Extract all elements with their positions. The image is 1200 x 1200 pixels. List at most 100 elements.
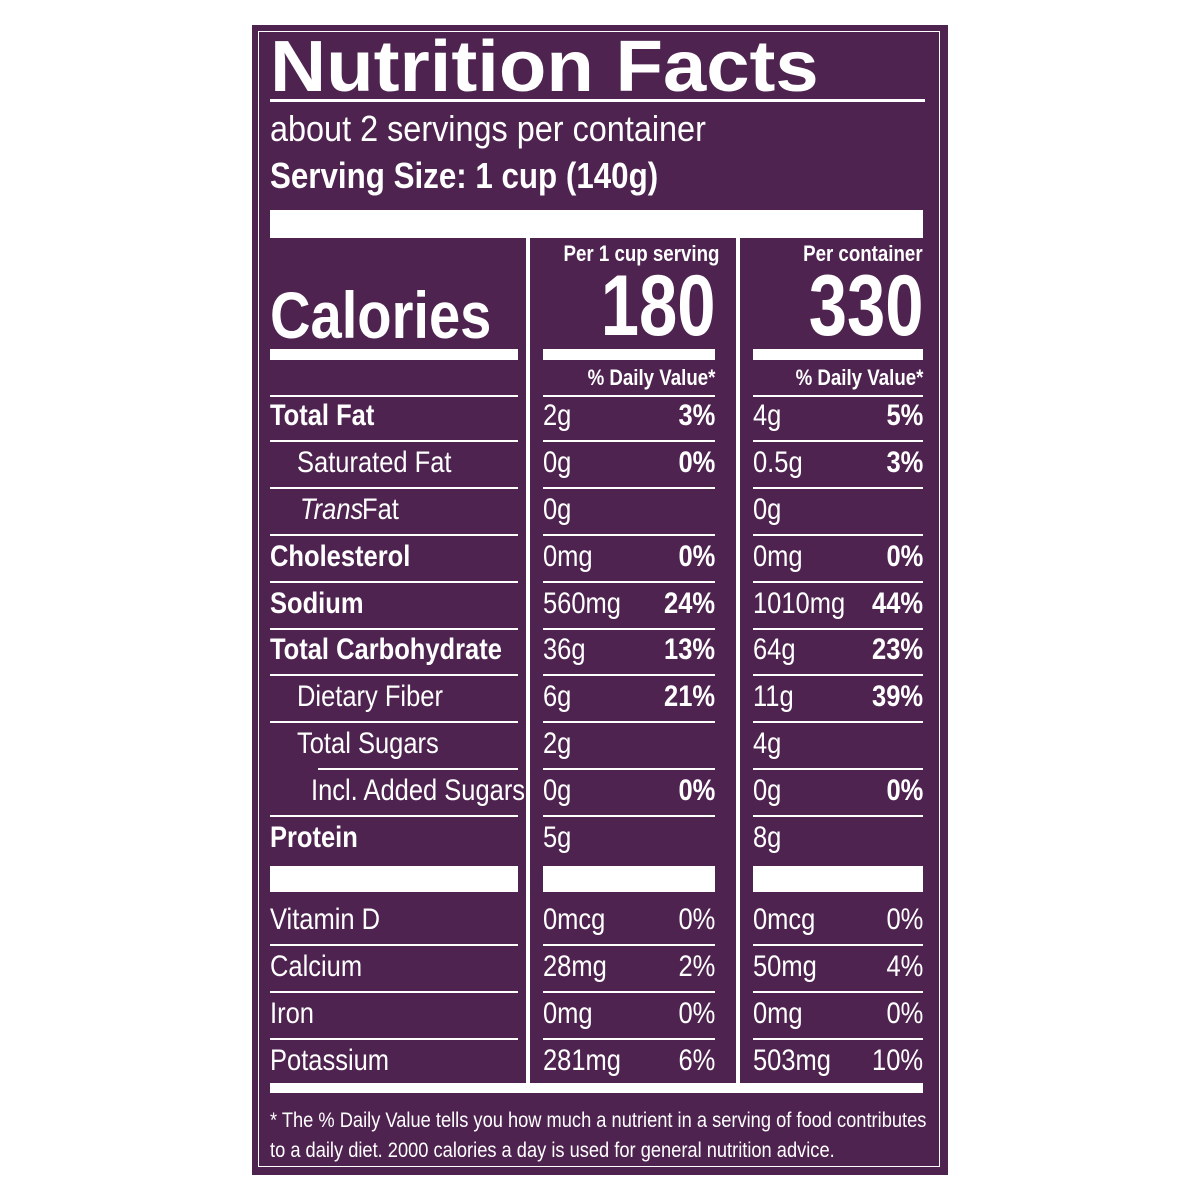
amount: 4g (753, 399, 782, 433)
footnote: to a daily diet. 2000 calories a day is … (270, 1139, 835, 1163)
thick-bar (543, 866, 715, 892)
daily-value: 4% (886, 950, 923, 984)
vitamin-label: Iron (270, 997, 314, 1030)
nutrient-label-italic: Trans (300, 493, 364, 526)
daily-value: 24% (663, 586, 715, 620)
rule (543, 534, 715, 536)
rule (270, 944, 518, 946)
amount: 64g (753, 633, 796, 667)
rule (270, 991, 518, 993)
vitamin-label: Vitamin D (270, 903, 381, 937)
amount: 28mg (543, 950, 607, 984)
label-frame (258, 31, 940, 1167)
amount: 0.5g (753, 446, 803, 480)
amount: 281mg (543, 1043, 621, 1077)
rule (270, 395, 518, 397)
daily-value: 0% (678, 997, 715, 1030)
dv-heading: % Daily Value* (795, 364, 923, 390)
daily-value: 0% (678, 539, 715, 573)
rule (753, 440, 923, 442)
thick-bar (753, 866, 923, 892)
footnote: * The % Daily Value tells you how much a… (270, 1109, 927, 1133)
rule (543, 674, 715, 676)
thick-bar (753, 349, 923, 360)
daily-value: 10% (871, 1043, 923, 1077)
vitamin-label: Calcium (270, 950, 363, 984)
nutrient-label: Sodium (270, 586, 364, 620)
nutrient-label: Cholesterol (270, 539, 411, 573)
amount: 4g (753, 727, 782, 760)
thick-bar (270, 210, 923, 238)
rule (753, 1038, 923, 1040)
nutrient-label: Fat (362, 493, 399, 526)
calories-label: Calories (270, 277, 492, 352)
rule (543, 815, 715, 817)
title: Nutrition Facts (270, 26, 819, 107)
rule (543, 440, 715, 442)
amount: 36g (543, 633, 586, 667)
amount: 0mg (543, 997, 593, 1030)
amount: 50mg (753, 950, 817, 984)
daily-value: 0% (886, 773, 923, 807)
rule (753, 815, 923, 817)
rule (270, 1038, 518, 1040)
column-heading: Per container (803, 240, 923, 266)
nutrient-label: Total Fat (270, 399, 375, 433)
rule (543, 487, 715, 489)
title-rule (270, 99, 925, 102)
amount: 2g (543, 399, 572, 433)
amount: 0g (753, 493, 782, 526)
amount: 0mcg (753, 903, 816, 937)
thick-bar (270, 1083, 923, 1093)
daily-value: 0% (678, 903, 715, 937)
amount: 8g (753, 820, 782, 854)
rule (753, 487, 923, 489)
rule (753, 721, 923, 723)
column-heading: Per 1 cup serving (563, 240, 719, 266)
column-divider (526, 238, 530, 1083)
amount: 0mcg (543, 903, 606, 937)
calories-value: 180 (600, 258, 715, 355)
rule (270, 628, 518, 630)
rule (753, 768, 923, 770)
rule (270, 674, 518, 676)
amount: 0mg (753, 539, 803, 573)
calories-value: 330 (808, 258, 923, 355)
rule (753, 944, 923, 946)
amount: 0mg (753, 997, 803, 1030)
daily-value: 39% (871, 680, 923, 714)
nutrient-label: Total Sugars (297, 727, 439, 760)
rule (753, 581, 923, 583)
amount: 5g (543, 820, 572, 854)
column-divider (736, 238, 740, 1083)
rule (753, 628, 923, 630)
thick-bar (270, 866, 518, 892)
daily-value: 13% (663, 633, 715, 667)
amount: 0g (543, 446, 572, 480)
rule (270, 581, 518, 583)
rule (753, 674, 923, 676)
rule (543, 395, 715, 397)
nutrient-label: Total Carbohydrate (270, 633, 502, 667)
amount: 1010mg (753, 586, 846, 620)
nutrient-label: Saturated Fat (297, 446, 452, 480)
rule (543, 991, 715, 993)
amount: 11g (753, 680, 794, 714)
rule (543, 944, 715, 946)
daily-value: 0% (678, 773, 715, 807)
rule (543, 1038, 715, 1040)
rule (318, 768, 518, 770)
amount: 503mg (753, 1043, 831, 1077)
dv-heading: % Daily Value* (587, 364, 715, 390)
rule (753, 991, 923, 993)
rule (270, 534, 518, 536)
vitamin-label: Potassium (270, 1043, 390, 1077)
daily-value: 44% (871, 586, 923, 620)
daily-value: 0% (886, 903, 923, 937)
rule (270, 487, 518, 489)
rule (753, 395, 923, 397)
rule (543, 721, 715, 723)
daily-value: 5% (886, 399, 923, 433)
daily-value: 3% (886, 446, 923, 480)
